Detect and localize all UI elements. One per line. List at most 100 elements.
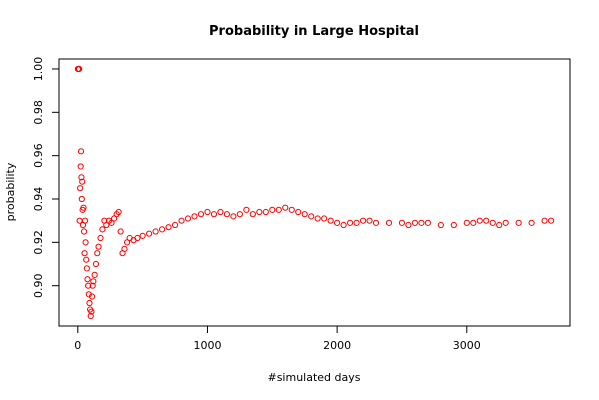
point xyxy=(541,217,548,224)
point xyxy=(496,221,503,229)
point xyxy=(152,228,159,235)
point xyxy=(230,213,237,220)
point xyxy=(77,185,84,192)
point xyxy=(123,239,131,246)
point xyxy=(411,219,419,226)
point xyxy=(424,219,431,226)
point xyxy=(210,211,218,218)
point xyxy=(346,219,354,226)
point xyxy=(184,215,192,222)
point xyxy=(134,234,141,242)
point xyxy=(282,204,289,211)
x-tick-label: 0 xyxy=(74,339,81,352)
point xyxy=(89,282,96,289)
chart-title: Probability in Large Hospital xyxy=(209,24,419,39)
point xyxy=(108,219,115,226)
point xyxy=(236,211,243,218)
point xyxy=(87,312,94,320)
x-tick-label: 2000 xyxy=(323,339,351,352)
point xyxy=(95,243,102,250)
point xyxy=(308,213,315,220)
point xyxy=(301,211,308,218)
point xyxy=(83,265,90,272)
point xyxy=(84,276,91,283)
point xyxy=(85,282,92,289)
point xyxy=(334,219,341,226)
point xyxy=(158,226,166,233)
point xyxy=(99,226,106,233)
point xyxy=(437,221,444,229)
point xyxy=(489,219,496,226)
point xyxy=(528,219,535,226)
point xyxy=(295,208,302,216)
point xyxy=(547,217,555,224)
point xyxy=(243,206,250,213)
point xyxy=(450,221,457,229)
point xyxy=(275,206,282,213)
point xyxy=(139,232,146,239)
x-tick-label: 3000 xyxy=(453,339,481,352)
point xyxy=(78,195,85,203)
point xyxy=(88,293,96,300)
point xyxy=(398,219,406,226)
point xyxy=(463,219,470,226)
point xyxy=(81,250,88,257)
point xyxy=(178,217,185,224)
point xyxy=(262,208,269,216)
point xyxy=(321,215,328,222)
point xyxy=(476,217,483,224)
point xyxy=(90,278,97,285)
point xyxy=(81,217,89,224)
point xyxy=(171,221,179,229)
point xyxy=(353,219,360,226)
point xyxy=(502,219,509,226)
y-tick-label: 0.96 xyxy=(32,143,45,168)
point xyxy=(204,208,211,216)
point xyxy=(269,206,276,213)
y-tick-label: 0.90 xyxy=(32,273,45,298)
point xyxy=(97,234,104,242)
point xyxy=(79,178,86,185)
point xyxy=(117,228,124,235)
point xyxy=(146,230,153,237)
x-tick-label: 1000 xyxy=(193,339,221,352)
point xyxy=(249,211,256,218)
point xyxy=(470,219,477,226)
x-axis-label: #simulated days xyxy=(267,371,360,384)
y-tick-label: 1.00 xyxy=(32,57,45,82)
point xyxy=(121,245,128,252)
point xyxy=(314,215,321,222)
point xyxy=(418,219,425,226)
point xyxy=(88,308,95,315)
point xyxy=(86,299,93,307)
point xyxy=(515,219,522,226)
point xyxy=(191,213,198,220)
point xyxy=(288,206,295,213)
y-tick-label: 0.98 xyxy=(32,100,45,125)
point xyxy=(197,211,205,218)
point xyxy=(327,217,334,224)
point xyxy=(103,221,110,229)
point xyxy=(372,219,380,226)
point xyxy=(256,208,263,216)
point xyxy=(483,217,490,224)
point xyxy=(94,250,101,257)
plot-frame xyxy=(58,58,571,327)
point xyxy=(83,256,90,263)
y-tick-label: 0.94 xyxy=(32,187,45,212)
point xyxy=(111,215,118,222)
y-tick-label: 0.92 xyxy=(32,230,45,255)
point xyxy=(80,204,87,211)
point xyxy=(115,208,122,216)
point xyxy=(165,224,172,231)
point xyxy=(340,221,347,229)
point xyxy=(223,211,231,218)
point xyxy=(75,65,83,73)
y-axis-label: probability xyxy=(4,162,17,221)
point xyxy=(405,221,412,229)
point xyxy=(82,239,89,246)
point xyxy=(366,217,373,224)
point xyxy=(217,208,224,216)
